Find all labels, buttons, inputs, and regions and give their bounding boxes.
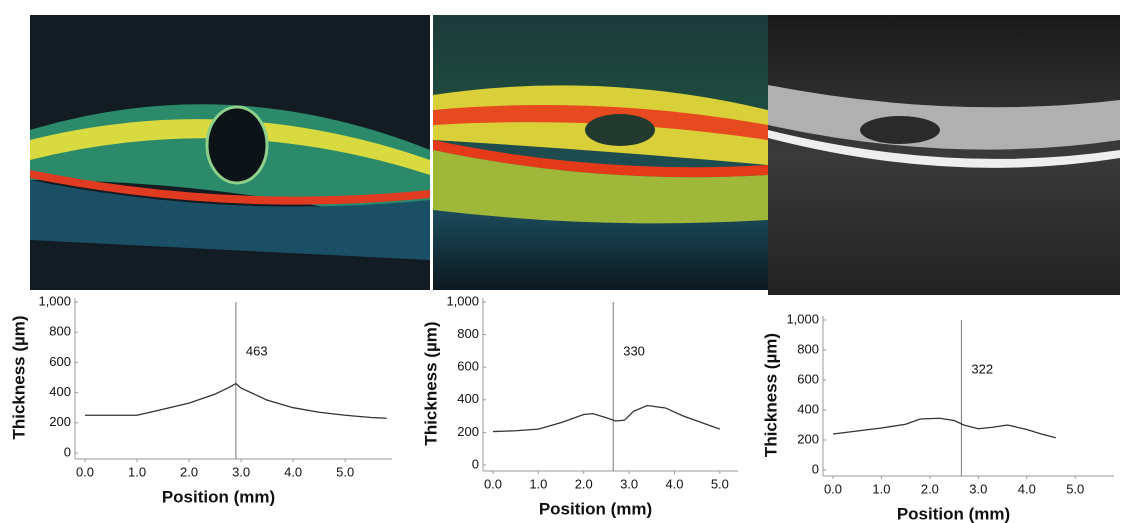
y-tick-label: 600 xyxy=(457,359,479,374)
y-tick-label: 1,000 xyxy=(38,293,71,308)
y-tick-label: 200 xyxy=(797,431,819,446)
x-tick-label: 5.0 xyxy=(336,464,354,479)
y-tick-label: 0 xyxy=(812,461,819,476)
y-tick-label: 800 xyxy=(797,341,819,356)
x-axis-title: Position (mm) xyxy=(897,504,1010,523)
marker-label: 463 xyxy=(246,343,268,358)
y-tick-label: 1,000 xyxy=(786,311,819,326)
y-tick-label: 200 xyxy=(457,424,479,439)
x-tick-label: 5.0 xyxy=(1066,481,1084,496)
x-tick-label: 0.0 xyxy=(76,464,94,479)
y-tick-label: 800 xyxy=(49,324,71,339)
x-tick-label: 3.0 xyxy=(232,464,250,479)
oct-image-2 xyxy=(433,15,768,290)
y-axis-title: Thickness (µm) xyxy=(9,315,28,439)
x-tick-label: 3.0 xyxy=(620,476,638,491)
x-tick-label: 4.0 xyxy=(284,464,302,479)
x-tick-label: 2.0 xyxy=(180,464,198,479)
oct-image-3 xyxy=(768,15,1120,295)
x-tick-label: 0.0 xyxy=(824,481,842,496)
y-tick-label: 1,000 xyxy=(446,293,479,308)
thickness-line xyxy=(493,406,720,432)
x-tick-label: 1.0 xyxy=(128,464,146,479)
x-tick-label: 1.0 xyxy=(872,481,890,496)
y-tick-label: 600 xyxy=(49,354,71,369)
y-tick-label: 0 xyxy=(64,444,71,459)
x-axis-title: Position (mm) xyxy=(539,499,652,518)
thickness-line xyxy=(833,418,1056,438)
y-tick-label: 800 xyxy=(457,326,479,341)
x-tick-label: 0.0 xyxy=(484,476,502,491)
y-axis-title: Thickness (µm) xyxy=(761,333,780,457)
x-tick-label: 4.0 xyxy=(665,476,683,491)
x-tick-label: 4.0 xyxy=(1018,481,1036,496)
x-tick-label: 5.0 xyxy=(711,476,729,491)
x-axis-title: Position (mm) xyxy=(162,487,275,506)
oct-image-1 xyxy=(30,15,430,290)
y-tick-label: 600 xyxy=(797,371,819,386)
x-tick-label: 2.0 xyxy=(575,476,593,491)
x-tick-label: 1.0 xyxy=(529,476,547,491)
y-axis-title: Thickness (µm) xyxy=(421,321,440,445)
figure: 0 200 400 600 800 1,000 0.0 1.0 2.0 3.0 4.0 5.0 463 P… xyxy=(0,0,1137,523)
marker-label: 322 xyxy=(971,361,993,376)
y-tick-label: 400 xyxy=(797,401,819,416)
y-tick-label: 200 xyxy=(49,414,71,429)
marker-label: 330 xyxy=(623,343,645,358)
y-tick-label: 400 xyxy=(49,384,71,399)
x-tick-label: 2.0 xyxy=(921,481,939,496)
y-tick-label: 0 xyxy=(472,456,479,471)
y-tick-label: 400 xyxy=(457,391,479,406)
x-tick-label: 3.0 xyxy=(969,481,987,496)
